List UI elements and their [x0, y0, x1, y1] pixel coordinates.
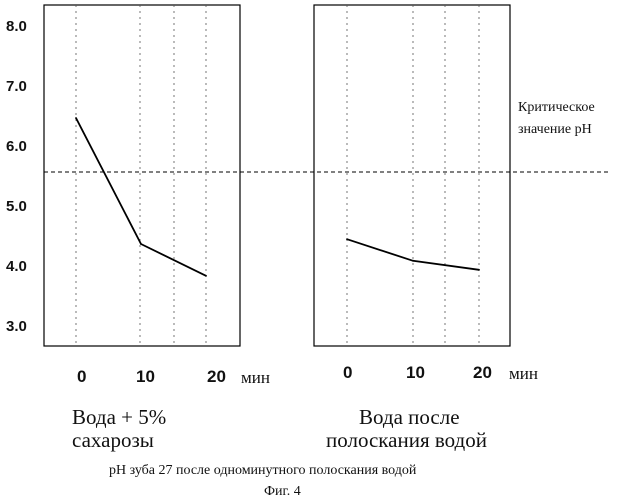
- y-tick-label: 7.0: [6, 78, 27, 95]
- y-tick-label: 3.0: [6, 318, 27, 335]
- y-tick-label: 4.0: [6, 258, 27, 275]
- x-unit-label: мин: [509, 364, 538, 383]
- panel-sucrose: 0 10 20 мин Вода + 5% сахарозы: [43, 4, 270, 452]
- x-tick-label: 0: [343, 363, 352, 382]
- data-point: [205, 274, 207, 277]
- y-tick-label: 5.0: [6, 198, 27, 215]
- data-point: [478, 268, 480, 271]
- x-axis-labels: 0 10 20 мин: [343, 363, 538, 383]
- series-line-sucrose: [75, 117, 207, 277]
- panel-title-line: Вода + 5%: [72, 405, 166, 429]
- figure-label: Фиг. 4: [264, 484, 301, 499]
- x-tick-label: 10: [406, 363, 425, 382]
- x-unit-label: мин: [241, 368, 270, 387]
- series-line-water-rinse: [346, 238, 480, 271]
- data-point: [75, 117, 77, 119]
- panel-frame: [43, 4, 241, 347]
- critical-ph-label: Критическое: [518, 100, 595, 115]
- data-point: [412, 259, 414, 262]
- panel-frame: [313, 4, 511, 347]
- figure-caption: pH зуба 27 после одноминутного полоскани…: [109, 463, 417, 478]
- critical-ph-label: значение pH: [518, 122, 592, 137]
- panel-title-line: сахарозы: [72, 428, 154, 452]
- y-axis-labels: 8.0 7.0 6.0 5.0 4.0 3.0: [6, 18, 27, 335]
- panel-title-line: полоскания водой: [326, 428, 487, 452]
- y-tick-label: 8.0: [6, 18, 27, 35]
- panel-gridlines: [75, 5, 207, 346]
- x-tick-label: 10: [136, 367, 155, 386]
- panel-title-line: Вода после: [359, 405, 460, 429]
- x-tick-label: 20: [473, 363, 492, 382]
- panel-water-rinse: 0 10 20 мин Вода после полоскания водой: [313, 4, 538, 452]
- panel-gridlines: [346, 5, 480, 346]
- data-point: [346, 238, 348, 241]
- data-point: [140, 243, 142, 245]
- x-tick-label: 0: [77, 367, 86, 386]
- x-tick-label: 20: [207, 367, 226, 386]
- y-tick-label: 6.0: [6, 138, 27, 155]
- x-axis-labels: 0 10 20 мин: [77, 367, 270, 387]
